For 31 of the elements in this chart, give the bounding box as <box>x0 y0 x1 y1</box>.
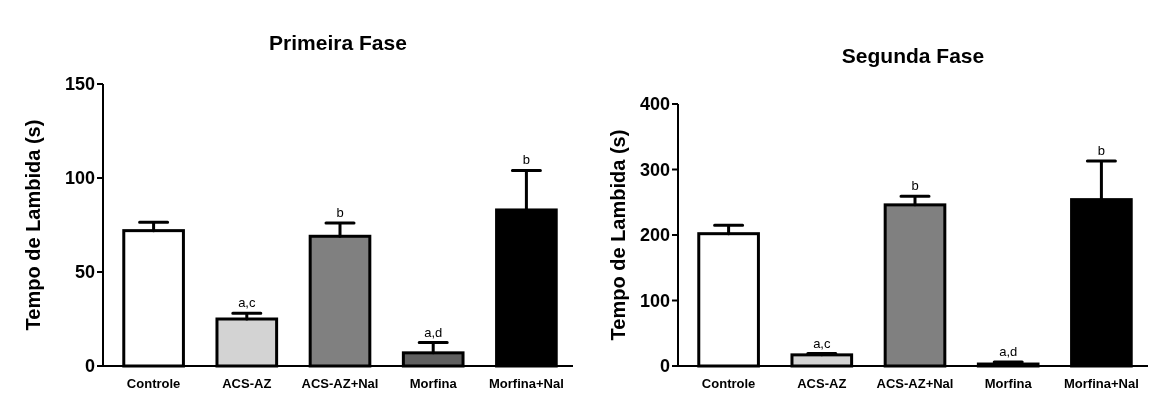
annotation: b <box>522 152 531 168</box>
x-tick-label: Controle <box>701 376 756 391</box>
y-tick-label: 150 <box>64 74 95 95</box>
x-tick-label: Morfina <box>984 376 1033 391</box>
y-tick-label: 50 <box>74 262 95 283</box>
annotation: b <box>1097 142 1106 158</box>
y-tick-label: 0 <box>659 356 670 377</box>
annotation: a,d <box>999 344 1018 360</box>
y-axis-title: Tempo de Lambida (s) <box>607 129 629 341</box>
y-tick-label: 300 <box>639 159 670 180</box>
x-tick-label: Morfina+Nal <box>1064 376 1139 391</box>
y-tick-label: 400 <box>639 94 670 115</box>
x-tick-label: ACS-AZ <box>797 376 847 391</box>
chart-title: Segunda Fase <box>841 44 985 67</box>
x-tick-label: Morfina+Nal <box>489 376 564 391</box>
chart-title: Primeira Fase <box>269 31 407 54</box>
x-tick-label: Controle <box>126 376 181 391</box>
annotation: b <box>911 178 919 194</box>
annotation: a,c <box>813 335 831 351</box>
y-tick-label: 200 <box>639 225 670 246</box>
x-tick-label: ACS-AZ+Nal <box>876 376 954 391</box>
y-tick-label: 100 <box>64 168 95 189</box>
annotation: a,d <box>424 324 443 340</box>
y-axis-title: Tempo de Lambida (s) <box>22 119 44 331</box>
x-tick-label: ACS-AZ+Nal <box>301 376 379 391</box>
annotation: a,c <box>238 295 256 311</box>
y-tick-label: 0 <box>84 356 95 377</box>
annotation: b <box>336 205 344 221</box>
y-tick-label: 100 <box>639 290 670 311</box>
x-tick-label: Morfina <box>409 376 458 391</box>
x-tick-label: ACS-AZ <box>222 376 272 391</box>
